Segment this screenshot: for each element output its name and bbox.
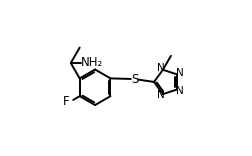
Text: N: N: [176, 86, 184, 96]
Text: F: F: [63, 95, 70, 108]
Text: N: N: [176, 68, 183, 78]
Text: N: N: [156, 90, 164, 100]
Text: N: N: [156, 63, 164, 73]
Text: NH₂: NH₂: [81, 56, 103, 69]
Text: S: S: [131, 73, 138, 86]
